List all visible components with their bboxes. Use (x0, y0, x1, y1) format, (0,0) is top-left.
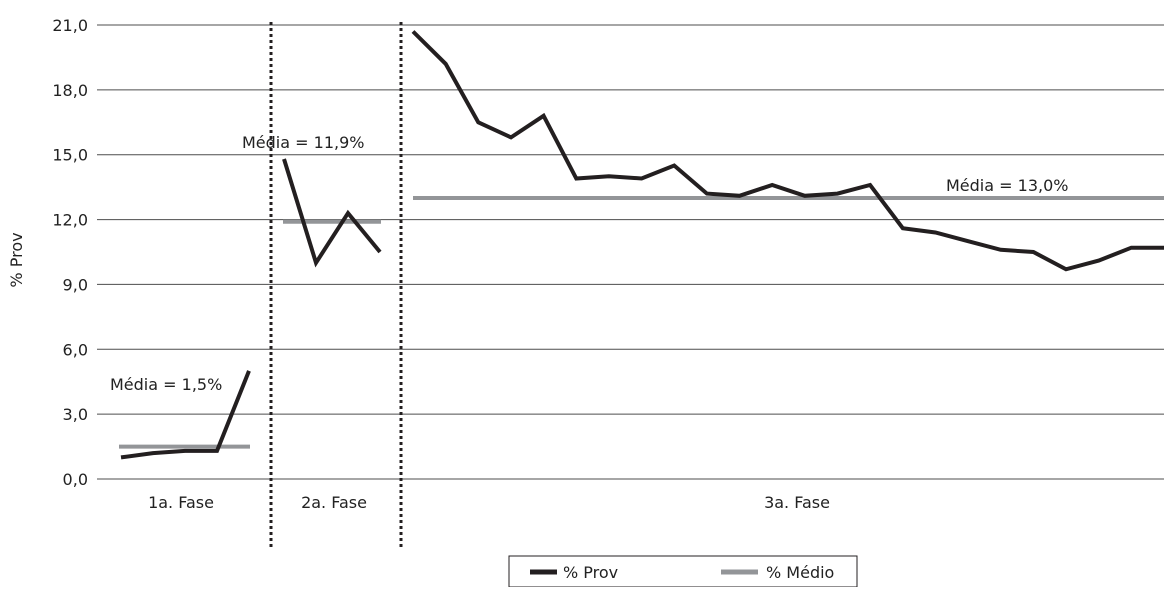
y-tick-label: 6,0 (63, 340, 88, 359)
average-lines (119, 195, 1164, 449)
phase-label-3: 3a. Fase (764, 493, 830, 512)
average-annotation-phase-3: Média = 13,0% (946, 176, 1068, 195)
legend-label-medio: % Médio (766, 563, 834, 582)
prov-line-phase-2 (282, 158, 382, 268)
phase-label-2: 2a. Fase (301, 493, 367, 512)
phase-label-1: 1a. Fase (148, 493, 214, 512)
y-tick-label: 3,0 (63, 405, 88, 424)
average-annotation-phase-2: Média = 11,9% (242, 133, 364, 152)
legend-label-prov: % Prov (563, 563, 618, 582)
y-tick-label: 15,0 (52, 146, 88, 165)
phase-dividers (269, 22, 403, 548)
y-tick-label: 18,0 (52, 81, 88, 100)
y-tick-label: 0,0 (63, 470, 88, 489)
prov-series (120, 30, 1164, 460)
gridlines (97, 24, 1164, 480)
y-axis-ticks: 0,0 3,0 6,0 9,0 12,0 15,0 18,0 21,0 (52, 16, 88, 489)
prov-line-phase-3 (411, 30, 1164, 272)
phase-labels: 1a. Fase 2a. Fase 3a. Fase (148, 493, 830, 512)
legend: % Prov % Médio (508, 555, 858, 588)
y-axis-label: % Prov (7, 232, 26, 287)
y-tick-label: 12,0 (52, 211, 88, 230)
average-annotation-phase-1: Média = 1,5% (110, 375, 222, 394)
prov-line-phase-1 (120, 370, 251, 460)
legend-box (508, 555, 858, 588)
average-annotations: Média = 1,5% Média = 11,9% Média = 13,0% (110, 133, 1068, 394)
y-tick-label: 9,0 (63, 275, 88, 294)
y-tick-label: 21,0 (52, 16, 88, 35)
